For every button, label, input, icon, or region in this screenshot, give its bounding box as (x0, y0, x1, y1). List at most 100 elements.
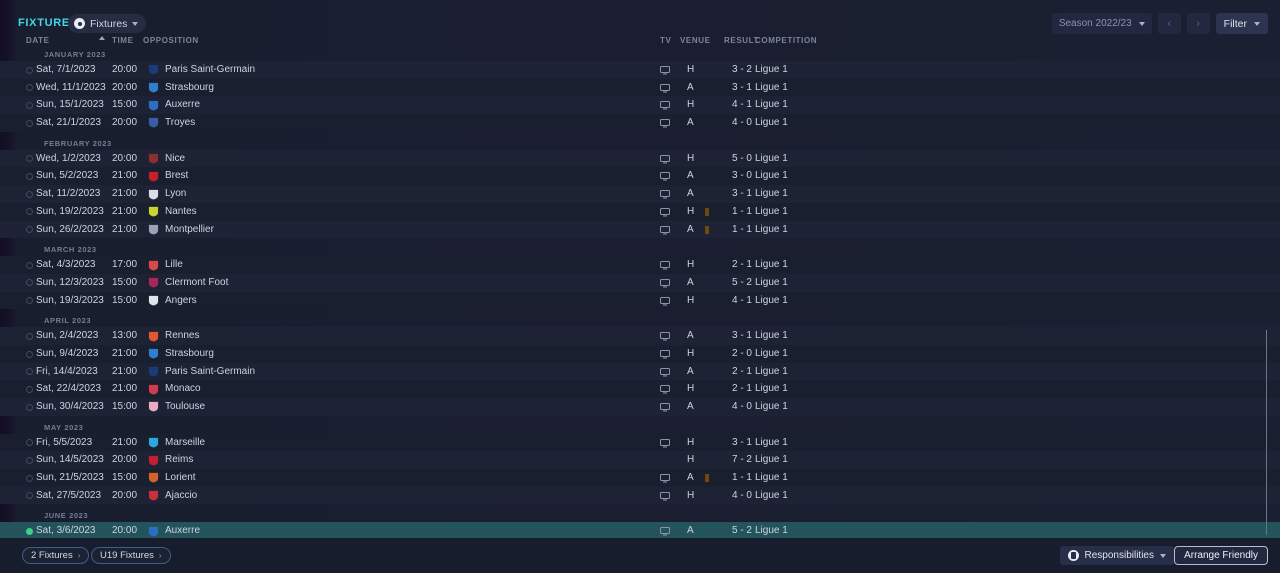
table-row[interactable]: Sun, 5/2/2023 21:00 Brest A 3 - 0 Ligue 1 (0, 167, 1280, 186)
table-row[interactable]: Sat, 3/6/2023 20:00 Auxerre A 5 - 2 Ligue 1 (0, 522, 1280, 541)
fixture-competition[interactable]: Ligue 1 (755, 117, 788, 129)
fixture-result[interactable]: 2 - 0 (731, 347, 752, 359)
fixture-competition[interactable]: Ligue 1 (755, 525, 788, 537)
column-header-tv[interactable]: TV (660, 36, 672, 45)
fixture-competition[interactable]: Ligue 1 (755, 223, 788, 235)
fixture-select-marker[interactable] (26, 84, 33, 92)
fixture-select-marker[interactable] (26, 492, 33, 500)
fixtures-view-selector[interactable]: Fixtures (68, 14, 147, 33)
fixture-select-marker[interactable] (26, 368, 33, 376)
fixture-opposition[interactable]: Troyes (165, 117, 196, 129)
fixture-result[interactable]: 7 - 2 (731, 454, 752, 466)
table-row[interactable]: Sun, 19/2/2023 21:00 Nantes H 1 - 1 Ligue 1 (0, 202, 1280, 221)
fixture-result[interactable]: 5 - 2 (731, 276, 752, 288)
table-row[interactable]: Sun, 30/4/2023 15:00 Toulouse A 4 - 0 Ligue 1 (0, 398, 1280, 416)
fixture-competition[interactable]: Ligue 1 (755, 276, 788, 288)
fixture-result[interactable]: 2 - 1 (731, 383, 752, 395)
fixture-select-marker[interactable] (26, 403, 33, 411)
column-header-result[interactable]: Result (724, 36, 760, 45)
fixture-select-marker[interactable] (26, 528, 33, 536)
fixture-competition[interactable]: Ligue 1 (755, 259, 788, 271)
fixture-result[interactable]: 2 - 1 (731, 365, 752, 377)
table-row[interactable]: Sat, 22/4/2023 21:00 Monaco H 2 - 1 Ligue 1 (0, 380, 1280, 398)
fixture-select-marker[interactable] (26, 208, 33, 216)
fixture-competition[interactable]: Ligue 1 (755, 64, 788, 75)
fixture-competition[interactable]: Ligue 1 (755, 454, 788, 466)
fixture-opposition[interactable]: Auxerre (165, 99, 201, 111)
fixture-competition[interactable]: Ligue 1 (755, 436, 788, 448)
u19-fixtures-button[interactable]: U19 Fixtures › (91, 547, 171, 564)
fixture-competition[interactable]: Ligue 1 (755, 347, 788, 359)
fixture-opposition[interactable]: Rennes (165, 330, 200, 342)
fixture-opposition[interactable]: Lyon (165, 188, 187, 200)
fixture-result[interactable]: 4 - 0 (731, 117, 752, 129)
fixture-result[interactable]: 3 - 1 (731, 330, 752, 342)
column-header-date[interactable]: Date (26, 36, 50, 45)
fixture-competition[interactable]: Ligue 1 (755, 294, 788, 306)
arrange-friendly-button[interactable]: Arrange Friendly (1174, 546, 1268, 565)
fixture-competition[interactable]: Ligue 1 (755, 472, 788, 484)
fixture-competition[interactable]: Ligue 1 (755, 81, 788, 93)
table-row[interactable]: Sun, 9/4/2023 21:00 Strasbourg H 2 - 0 Ligue … (0, 344, 1280, 363)
fixture-select-marker[interactable] (26, 190, 33, 198)
fixture-result[interactable]: 4 - 0 (731, 401, 752, 412)
fixture-result[interactable]: 4 - 1 (731, 294, 752, 306)
fixture-opposition[interactable]: Reims (165, 454, 194, 466)
fixture-result[interactable]: 1 - 1 (731, 223, 752, 235)
fixture-opposition[interactable]: Paris Saint-Germain (165, 365, 256, 377)
fixture-competition[interactable]: Ligue 1 (755, 205, 788, 217)
fixture-competition[interactable]: Ligue 1 (755, 99, 788, 111)
fixture-opposition[interactable]: Toulouse (165, 401, 206, 412)
fixture-result[interactable]: 3 - 1 (731, 188, 752, 200)
table-row[interactable]: Wed, 11/1/2023 20:00 Strasbourg A 3 - 1 Ligue… (0, 78, 1280, 97)
fixture-opposition[interactable]: Lorient (165, 472, 196, 484)
fixture-opposition[interactable]: Strasbourg (165, 347, 214, 359)
fixtures-count-button[interactable]: 2 Fixtures › (22, 547, 90, 564)
fixture-opposition[interactable]: Paris Saint-Germain (165, 64, 256, 75)
filter-button[interactable]: Filter (1215, 13, 1268, 34)
fixture-result[interactable]: 5 - 0 (731, 152, 752, 164)
fixture-competition[interactable]: Ligue 1 (755, 401, 788, 412)
table-row[interactable]: Sun, 2/4/2023 13:00 Rennes A 3 - 1 Ligue 1 (0, 327, 1280, 345)
column-header-opposition[interactable]: Opposition (143, 36, 199, 45)
table-row[interactable]: Sat, 27/5/2023 20:00 Ajaccio H 4 - 0 Ligue 1 (0, 486, 1280, 505)
fixture-opposition[interactable]: Angers (165, 294, 197, 306)
fixture-competition[interactable]: Ligue 1 (755, 170, 788, 182)
fixture-select-marker[interactable] (26, 332, 33, 340)
table-row[interactable]: Sat, 21/1/2023 20:00 Troyes A 4 - 0 Ligue 1 (0, 114, 1280, 132)
fixture-opposition[interactable]: Brest (165, 170, 189, 182)
fixture-competition[interactable]: Ligue 1 (755, 188, 788, 200)
fixture-select-marker[interactable] (26, 350, 33, 358)
table-row[interactable]: Fri, 14/4/2023 21:00 Paris Saint-Germain A 2… (0, 362, 1280, 381)
vertical-scrollbar[interactable] (1266, 330, 1267, 535)
column-header-venue[interactable]: Venue (680, 36, 711, 45)
column-header-time[interactable]: Time (112, 36, 134, 45)
fixture-opposition[interactable]: Marseille (165, 436, 206, 448)
fixture-opposition[interactable]: Nantes (165, 205, 197, 217)
fixture-competition[interactable]: Ligue 1 (755, 383, 788, 395)
fixture-select-marker[interactable] (26, 279, 33, 287)
season-selector[interactable]: Season 2022/23 (1051, 13, 1152, 34)
table-row[interactable]: Sat, 7/1/2023 20:00 Paris Saint-Germain H 3 … (0, 61, 1280, 79)
fixture-select-marker[interactable] (26, 439, 33, 447)
responsibilities-button[interactable]: Responsibilities (1059, 546, 1174, 565)
fixture-competition[interactable]: Ligue 1 (755, 152, 788, 164)
fixture-select-marker[interactable] (26, 119, 33, 127)
fixture-select-marker[interactable] (26, 297, 33, 305)
column-header-competition[interactable]: Competition (755, 36, 818, 45)
table-row[interactable]: Fri, 5/5/2023 21:00 Marseille H 3 - 1 Ligue 1 (0, 433, 1280, 452)
fixture-select-marker[interactable] (26, 66, 33, 74)
fixture-opposition[interactable]: Nice (165, 152, 186, 164)
fixture-select-marker[interactable] (26, 173, 33, 181)
fixture-opposition[interactable]: Clermont Foot (165, 276, 229, 288)
fixture-result[interactable]: 1 - 1 (731, 472, 752, 484)
table-row[interactable]: Sun, 19/3/2023 15:00 Angers H 4 - 1 Ligue 1 (0, 291, 1280, 310)
fixture-result[interactable]: 2 - 1 (731, 259, 752, 271)
fixture-select-marker[interactable] (26, 261, 33, 269)
fixture-result[interactable]: 4 - 0 (731, 489, 752, 501)
fixture-select-marker[interactable] (26, 456, 33, 464)
fixture-competition[interactable]: Ligue 1 (755, 365, 788, 377)
fixture-result[interactable]: 3 - 1 (731, 81, 752, 93)
table-row[interactable]: Sun, 26/2/2023 21:00 Montpellier A 1 - 1 Ligu… (0, 220, 1280, 239)
table-row[interactable]: Sun, 21/5/2023 15:00 Lorient A 1 - 1 Ligue 1 (0, 469, 1280, 487)
